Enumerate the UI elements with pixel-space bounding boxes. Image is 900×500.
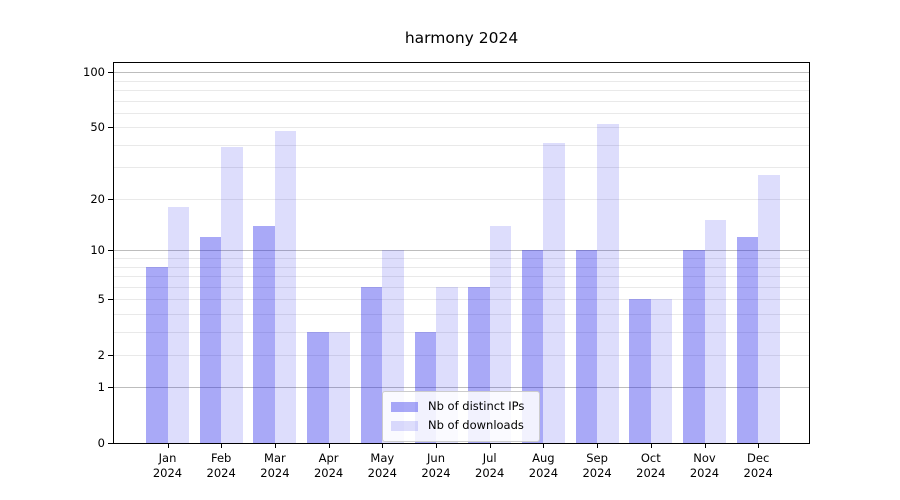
x-tick-label-jun: Jun 2024	[421, 451, 451, 480]
gridline-minor-9	[114, 258, 809, 260]
x-tick-mark-oct	[650, 444, 652, 448]
bar-downloads-jul	[489, 225, 512, 443]
legend-entry-distinct-ips: Nb of distinct IPs	[391, 397, 531, 416]
legend-label-distinct-ips: Nb of distinct IPs	[428, 399, 525, 413]
gridline-minor-7	[114, 276, 809, 278]
gridline-minor-60	[114, 112, 809, 114]
y-tick-label-1: 1	[97, 380, 105, 395]
bar-ips-sep	[575, 250, 598, 443]
x-tick-label-mar: Mar 2024	[260, 451, 290, 480]
plot-content: Nb of distinct IPs Nb of downloads	[114, 63, 809, 443]
x-tick-mark-nov	[704, 444, 706, 448]
gridline-minor-5	[114, 299, 809, 301]
x-tick-mark-mar	[274, 444, 276, 448]
x-tick-mark-jul	[489, 444, 491, 448]
x-tick-label-may: May 2024	[367, 451, 397, 480]
bar-ips-dec	[736, 237, 759, 443]
x-tick-mark-aug	[543, 444, 545, 448]
x-tick-label-jan: Jan 2024	[152, 451, 183, 480]
gridline-minor-40	[114, 144, 809, 146]
x-tick-mark-jan	[167, 444, 169, 448]
gridline-minor-2	[114, 354, 809, 356]
bar-ips-feb	[199, 237, 222, 443]
gridline-major-100	[114, 72, 809, 74]
bar-downloads-oct	[650, 299, 673, 443]
bar-ips-apr	[307, 331, 329, 443]
gridline-minor-30	[114, 167, 809, 169]
legend-swatch-distinct-ips	[391, 401, 418, 412]
y-tick-mark-0	[108, 443, 113, 444]
legend-label-downloads: Nb of downloads	[428, 418, 524, 432]
y-tick-mark-5	[108, 299, 113, 301]
x-tick-mark-feb	[221, 444, 223, 448]
x-tick-label-aug: Aug 2024	[528, 451, 559, 480]
y-tick-mark-1	[108, 387, 113, 389]
y-tick-label-2: 2	[97, 347, 105, 362]
chart-title: harmony 2024	[404, 29, 519, 47]
x-tick-label-feb: Feb 2024	[206, 451, 236, 480]
x-tick-mark-sep	[597, 444, 599, 448]
gridline-minor-50	[114, 127, 809, 129]
bar-downloads-dec	[758, 175, 780, 443]
y-tick-label-10: 10	[90, 243, 105, 258]
bar-ips-mar	[253, 225, 275, 443]
x-tick-label-nov: Nov 2024	[689, 451, 720, 480]
bar-ips-may	[360, 286, 383, 443]
bar-downloads-jan	[167, 206, 189, 443]
x-tick-label-sep: Sep 2024	[582, 451, 612, 480]
plot-area: Nb of distinct IPs Nb of downloads	[113, 62, 810, 444]
y-tick-label-20: 20	[90, 191, 105, 206]
bar-downloads-aug	[543, 142, 565, 443]
bar-downloads-feb	[221, 146, 243, 443]
gridline-minor-8	[114, 266, 809, 268]
gridline-major-1	[114, 387, 809, 389]
gridline-minor-70	[114, 100, 809, 102]
gridline-minor-3	[114, 331, 809, 333]
y-tick-mark-100	[108, 72, 113, 74]
y-tick-mark-10	[108, 250, 113, 252]
y-tick-label-0: 0	[97, 436, 105, 450]
legend-swatch-downloads	[391, 420, 418, 431]
x-tick-mark-apr	[328, 444, 330, 448]
x-tick-label-jul: Jul 2024	[475, 451, 505, 480]
y-tick-mark-50	[108, 127, 113, 129]
x-tick-label-oct: Oct 2024	[636, 451, 666, 480]
bar-downloads-mar	[274, 130, 297, 443]
x-tick-mark-dec	[758, 444, 760, 448]
bar-downloads-sep	[597, 124, 619, 443]
gridline-minor-80	[114, 90, 809, 92]
y-tick-label-5: 5	[97, 292, 105, 307]
x-tick-mark-jun	[436, 444, 437, 448]
bar-ips-jan	[146, 266, 168, 443]
y-tick-mark-2	[108, 354, 113, 356]
gridline-minor-90	[114, 80, 809, 82]
x-tick-label-apr: Apr 2024	[313, 451, 344, 480]
y-tick-label-50: 50	[90, 120, 105, 135]
bar-ips-nov	[683, 250, 705, 443]
bar-downloads-nov	[704, 220, 726, 443]
x-tick-mark-may	[382, 444, 384, 448]
gridline-minor-4	[114, 313, 809, 315]
gridline-major-10	[114, 250, 809, 252]
x-tick-label-dec: Dec 2024	[743, 451, 773, 480]
bar-ips-oct	[629, 299, 651, 443]
y-tick-label-100: 100	[83, 65, 105, 80]
y-tick-mark-20	[108, 198, 113, 200]
legend: Nb of distinct IPs Nb of downloads	[382, 391, 540, 442]
gridline-minor-6	[114, 286, 809, 288]
legend-entry-downloads: Nb of downloads	[391, 416, 531, 435]
bar-downloads-apr	[328, 331, 351, 443]
gridline-minor-20	[114, 198, 809, 200]
